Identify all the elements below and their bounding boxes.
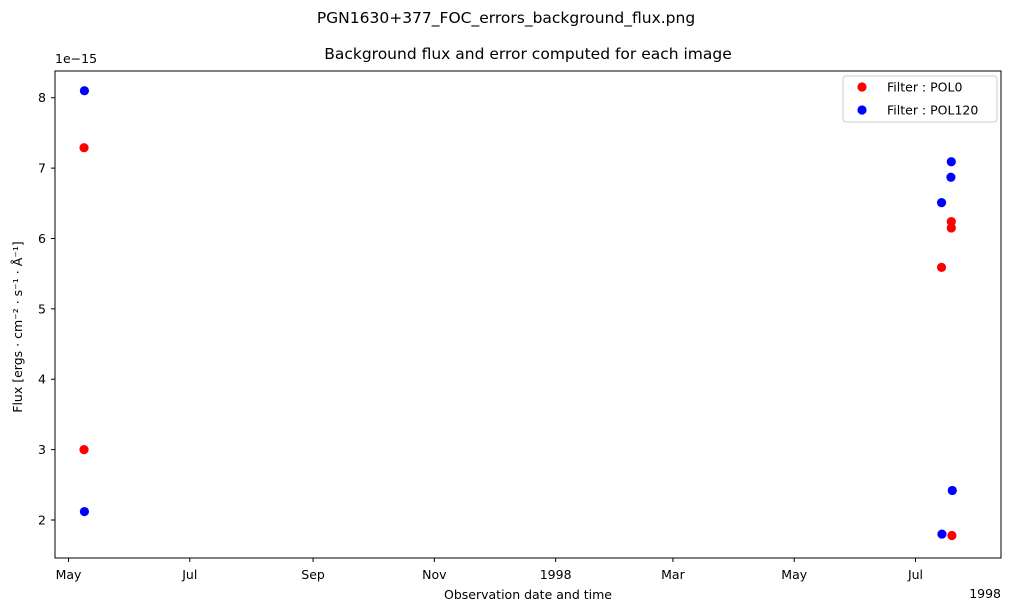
y-tick-label: 4	[38, 372, 46, 387]
x-tick-label: Nov	[422, 567, 447, 582]
x-tick-label: 1998	[540, 567, 572, 582]
x-tick-label: Sep	[301, 567, 325, 582]
y-tick-label: 5	[38, 301, 46, 316]
axis-ticks: May Jul Sep Nov 1998 Mar May Jul 2 3 4 5 6 7 8	[38, 90, 923, 582]
legend-marker-pol0	[857, 82, 867, 92]
x-tick-label: Mar	[661, 567, 685, 582]
data-point-pol120	[936, 198, 947, 208]
data-point-pol0	[79, 143, 89, 153]
y-tick-label: 3	[38, 442, 46, 457]
data-point-pol0	[946, 223, 956, 233]
data-point-pol120	[79, 506, 90, 517]
data-point-pol120	[937, 529, 947, 539]
y-scale-label: 1e−15	[55, 51, 97, 66]
x-offset-label: 1998	[969, 586, 1001, 601]
y-tick-label: 2	[38, 512, 46, 527]
data-point-pol120	[79, 86, 90, 96]
data-points	[79, 86, 957, 541]
y-axis-label: Flux [ergs · cm⁻² · s⁻¹ · Å⁻¹]	[10, 241, 25, 412]
data-point-pol120	[947, 485, 957, 496]
data-point-pol120	[946, 157, 956, 167]
data-point-pol0	[946, 217, 956, 227]
data-point-pol0	[947, 530, 957, 541]
y-tick-label: 7	[38, 161, 46, 176]
x-tick-label: May	[781, 567, 807, 582]
legend-label-pol120: Filter : POL120	[887, 103, 978, 118]
plot-frame	[54, 70, 1002, 559]
x-axis-label: Observation date and time	[444, 587, 612, 602]
legend-marker-pol120	[857, 105, 867, 115]
figure-suptitle: PGN1630+377_FOC_errors_background_flux.p…	[317, 9, 695, 28]
data-point-pol0	[936, 262, 947, 272]
x-tick-label: May	[56, 567, 82, 582]
legend-label-pol0: Filter : POL0	[887, 80, 962, 95]
chart-title: Background flux and error computed for e…	[324, 45, 732, 63]
data-point-pol120	[946, 172, 956, 182]
y-tick-label: 8	[38, 90, 46, 105]
data-point-pol0	[79, 445, 89, 455]
legend: Filter : POL0 Filter : POL120	[842, 75, 998, 123]
x-tick-label: Jul	[181, 567, 197, 582]
y-tick-label: 6	[38, 231, 46, 246]
x-tick-label: Jul	[907, 567, 923, 582]
legend-box	[842, 75, 998, 123]
